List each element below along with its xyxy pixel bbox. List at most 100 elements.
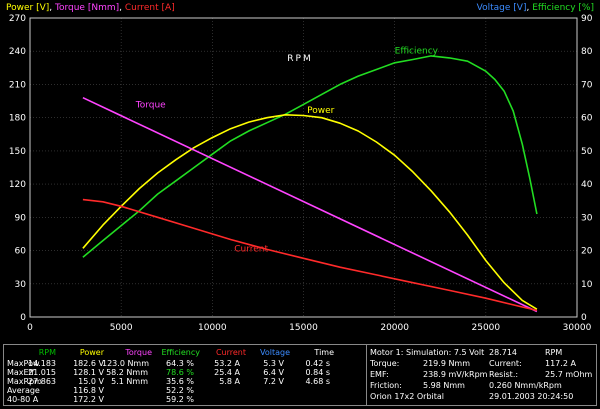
header-part: ,: [119, 3, 125, 13]
stats-header: Voltage: [259, 348, 290, 357]
stats-cell: 4.68 s: [305, 377, 330, 386]
header-part: Power [V]: [6, 3, 50, 13]
left-tick-label: 30: [15, 280, 27, 290]
motor-info-cell: 117.2 A: [545, 359, 576, 368]
stats-cell: 21.015: [28, 368, 56, 377]
stats-cell: 182.6 V: [73, 359, 104, 368]
series-label-torque: Torque: [135, 101, 166, 111]
stats-cell: 35.6 %: [166, 377, 194, 386]
series-label-efficiency: Efficiency: [395, 46, 439, 56]
series-line-efficiency: [82, 55, 538, 258]
stats-cell: 123.0 Nmm: [102, 359, 150, 368]
motor-info-cell: RPM: [545, 348, 563, 357]
stats-header: Current: [215, 348, 246, 357]
stats-row-label: MaxRpm: [7, 377, 42, 386]
motor-info-cell: 5.98 Nmm: [423, 381, 465, 390]
right-tick-label: 90: [581, 14, 593, 24]
motor-info-cell: Motor 1: Simulation: 7.5 Volt: [370, 348, 485, 357]
left-axis-tick-labels: 0 30 60 90 120 150 180 210 240 270: [9, 14, 26, 323]
stats-header: Torque: [125, 348, 152, 357]
left-tick-label: 240: [9, 47, 26, 57]
right-axis-tick-labels: 0 10 20 30 40 50 60 70 80 90: [581, 14, 593, 323]
stats-cell: 64.3 %: [166, 359, 194, 368]
x-tick-label: 20000: [380, 323, 409, 333]
chart-axes: [29, 17, 578, 318]
stats-cell: 25.4 A: [214, 368, 240, 377]
left-tick-label: 90: [15, 213, 27, 223]
series-line-current: [82, 198, 538, 312]
stats-cell: 58.2 Nmm: [106, 368, 148, 377]
left-tick-label: 150: [9, 147, 26, 157]
x-tick-label: 25000: [472, 323, 501, 333]
stats-header: Efficiency: [161, 348, 200, 357]
stats-cell: 5.3 V: [263, 359, 284, 368]
left-tick-label: 0: [20, 313, 26, 323]
series-line-power: [82, 114, 538, 310]
left-tick-label: 60: [15, 247, 27, 257]
stats-cell: 15.0 V: [78, 377, 104, 386]
motor-info-cell: Resist.:: [489, 370, 519, 379]
operating-points-table: RPM Power Torque Efficiency Current Voltage Ti…: [4, 345, 364, 405]
motor-info-cell: 0.260 Nmm/kRpm: [489, 381, 562, 390]
series-labels: Efficiency Power Torque Current: [135, 46, 439, 254]
stats-cell: 116.8 V: [73, 386, 104, 395]
right-tick-label: 60: [581, 114, 593, 124]
stats-row-label: 40-80 A: [7, 395, 39, 404]
stats-cell: 59.2 %: [166, 395, 194, 404]
stats-cell: 53.2 A: [214, 359, 240, 368]
stats-cell: 27.863: [28, 377, 56, 386]
x-tick-label: 0: [27, 323, 33, 333]
left-tick-label: 120: [9, 180, 26, 190]
right-tick-label: 20: [581, 247, 593, 257]
left-tick-label: 210: [9, 80, 26, 90]
stats-row-label: Average: [7, 386, 40, 395]
stats-cell: 14.183: [28, 359, 56, 368]
right-tick-label: 40: [581, 180, 593, 190]
x-tick-label: 15000: [289, 323, 318, 333]
stats-cell: 0.84 s: [305, 368, 330, 377]
stats-row-label: MaxPow: [7, 359, 40, 368]
stats-panel: RPM Power Torque Efficiency Current Voltage Ti…: [3, 344, 597, 406]
chart-series: [82, 55, 538, 313]
right-tick-label: 0: [581, 313, 587, 323]
stats-cell: 6.4 V: [263, 368, 284, 377]
series-line-torque: [82, 96, 538, 313]
header-part: Torque [Nmm]: [55, 3, 120, 13]
stats-header: Power: [79, 348, 104, 357]
left-tick-label: 180: [9, 114, 26, 124]
header-part: ,: [526, 3, 533, 13]
right-tick-label: 30: [581, 213, 593, 223]
stats-row-label: MaxEff: [7, 368, 35, 377]
x-tick-label: 10000: [198, 323, 227, 333]
series-label-power: Power: [307, 106, 335, 116]
stats-cell: 78.6 %: [166, 368, 194, 377]
header-part: Efficiency [%]: [532, 3, 594, 13]
motor-info-cell: Current:: [489, 359, 522, 368]
stats-header: Time: [314, 348, 334, 357]
right-tick-label: 70: [581, 80, 593, 90]
header-part: Voltage [V]: [476, 3, 527, 13]
stats-cell: 52.2 %: [166, 386, 194, 395]
stats-cell: 172.2 V: [73, 395, 104, 404]
stats-cell: 5.8 A: [219, 377, 240, 386]
motor-info-cell: 29.01.2003 20:24:50: [489, 392, 574, 401]
motor-info-cell: 219.9 Nmm: [423, 359, 471, 368]
header-part: Current [A]: [124, 3, 175, 13]
header-part: ,: [49, 3, 55, 13]
motor-info-cell: Friction:: [370, 381, 402, 390]
left-axis-header: Power [V], Torque [Nmm], Current [A]: [6, 3, 175, 13]
plot-frame: [29, 17, 578, 318]
stats-header: RPM: [38, 348, 56, 357]
right-tick-label: 10: [581, 280, 593, 290]
motor-info-cell: Orion 17x2 Orbital: [370, 392, 445, 401]
right-tick-label: 80: [581, 47, 593, 57]
x-axis-tick-labels: 0 5000 10000 15000 20000 25000 30000: [27, 323, 591, 333]
x-axis-label: RPM: [287, 54, 312, 64]
right-axis-header: Voltage [V], Efficiency [%]: [477, 3, 594, 13]
left-tick-label: 270: [9, 14, 26, 24]
motor-info-panel: Motor 1: Simulation: 7.5 Volt 28.714 RPM To…: [366, 345, 597, 405]
stats-cell: 5.1 Nmm: [111, 377, 148, 386]
x-tick-label: 5000: [110, 323, 133, 333]
motor-info-cell: 28.714: [489, 348, 517, 357]
